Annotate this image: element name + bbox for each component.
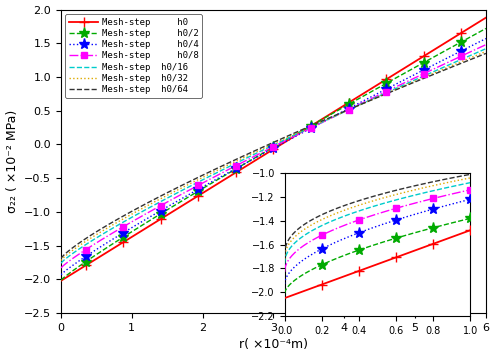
Mesh-step     h0 [58, 279, 64, 283]
Mesh-step     h0/8 [325, 117, 331, 122]
Y-axis label: σ₂₂ ( ×10⁻² MPa): σ₂₂ ( ×10⁻² MPa) [5, 110, 18, 213]
Mesh-step  h0/64 [483, 51, 489, 56]
Mesh-step  h0/32 [483, 49, 489, 54]
Mesh-step  h0/64 [109, 220, 115, 225]
Mesh-step     h0 [365, 89, 371, 93]
Mesh-step     h0/8 [483, 42, 489, 47]
Mesh-step  h0/32 [367, 99, 373, 103]
Line: Mesh-step  h0/32: Mesh-step h0/32 [61, 51, 486, 261]
Legend: Mesh-step     h0, Mesh-step     h0/2, Mesh-step     h0/4, Mesh-step     h0/8, Me: Mesh-step h0, Mesh-step h0/2, Mesh-step … [65, 14, 202, 98]
Mesh-step     h0/2 [367, 90, 373, 95]
Mesh-step     h0/2 [109, 242, 115, 246]
Mesh-step  h0/32 [226, 162, 232, 167]
Mesh-step  h0/16 [109, 226, 115, 231]
Mesh-step  h0/64 [58, 256, 64, 261]
Mesh-step     h0 [483, 15, 489, 20]
Mesh-step     h0/2 [325, 114, 331, 118]
Mesh-step     h0/4 [226, 170, 232, 174]
Mesh-step  h0/64 [367, 99, 373, 103]
Mesh-step  h0/16 [367, 98, 373, 102]
Line: Mesh-step  h0/64: Mesh-step h0/64 [61, 54, 486, 258]
Line: Mesh-step     h0: Mesh-step h0 [61, 17, 486, 281]
Mesh-step  h0/16 [483, 46, 489, 51]
Mesh-step  h0/16 [365, 99, 371, 103]
Mesh-step  h0/64 [226, 160, 232, 165]
Mesh-step     h0 [367, 87, 373, 92]
Mesh-step     h0/8 [58, 266, 64, 270]
Line: Mesh-step     h0/2: Mesh-step h0/2 [61, 29, 486, 280]
Mesh-step  h0/16 [226, 164, 232, 169]
Mesh-step     h0/8 [197, 182, 202, 187]
Line: Mesh-step     h0/4: Mesh-step h0/4 [61, 39, 486, 275]
Mesh-step     h0/4 [365, 96, 371, 101]
Mesh-step  h0/64 [365, 99, 371, 104]
Mesh-step     h0 [226, 175, 232, 179]
Mesh-step     h0/8 [365, 98, 371, 102]
Mesh-step  h0/32 [365, 99, 371, 104]
Line: Mesh-step     h0/8: Mesh-step h0/8 [61, 45, 486, 268]
Mesh-step  h0/32 [197, 177, 202, 181]
Mesh-step     h0/4 [367, 95, 373, 100]
Mesh-step  h0/16 [58, 261, 64, 265]
Mesh-step     h0/2 [483, 26, 489, 31]
Mesh-step     h0/4 [109, 237, 115, 242]
Mesh-step     h0/8 [226, 167, 232, 171]
Mesh-step     h0 [325, 113, 331, 117]
X-axis label: r( ×10⁻⁴m): r( ×10⁻⁴m) [239, 338, 308, 351]
Mesh-step  h0/32 [325, 117, 331, 121]
Mesh-step  h0/32 [58, 258, 64, 263]
Mesh-step     h0/2 [197, 188, 202, 192]
Mesh-step     h0/4 [197, 186, 202, 191]
Mesh-step     h0 [197, 193, 202, 197]
Mesh-step     h0/2 [365, 91, 371, 96]
Mesh-step     h0/2 [226, 171, 232, 175]
Mesh-step  h0/64 [197, 175, 202, 179]
Mesh-step  h0/16 [197, 179, 202, 183]
Mesh-step     h0/8 [367, 97, 373, 101]
Line: Mesh-step  h0/16: Mesh-step h0/16 [61, 49, 486, 263]
Mesh-step     h0/4 [325, 117, 331, 121]
Mesh-step     h0/2 [58, 278, 64, 282]
Mesh-step     h0 [109, 247, 115, 251]
Mesh-step  h0/64 [325, 116, 331, 120]
Mesh-step  h0/16 [325, 117, 331, 121]
Mesh-step     h0/8 [109, 231, 115, 236]
Mesh-step     h0/4 [483, 36, 489, 41]
Mesh-step     h0/4 [58, 272, 64, 277]
Mesh-step  h0/32 [109, 223, 115, 227]
